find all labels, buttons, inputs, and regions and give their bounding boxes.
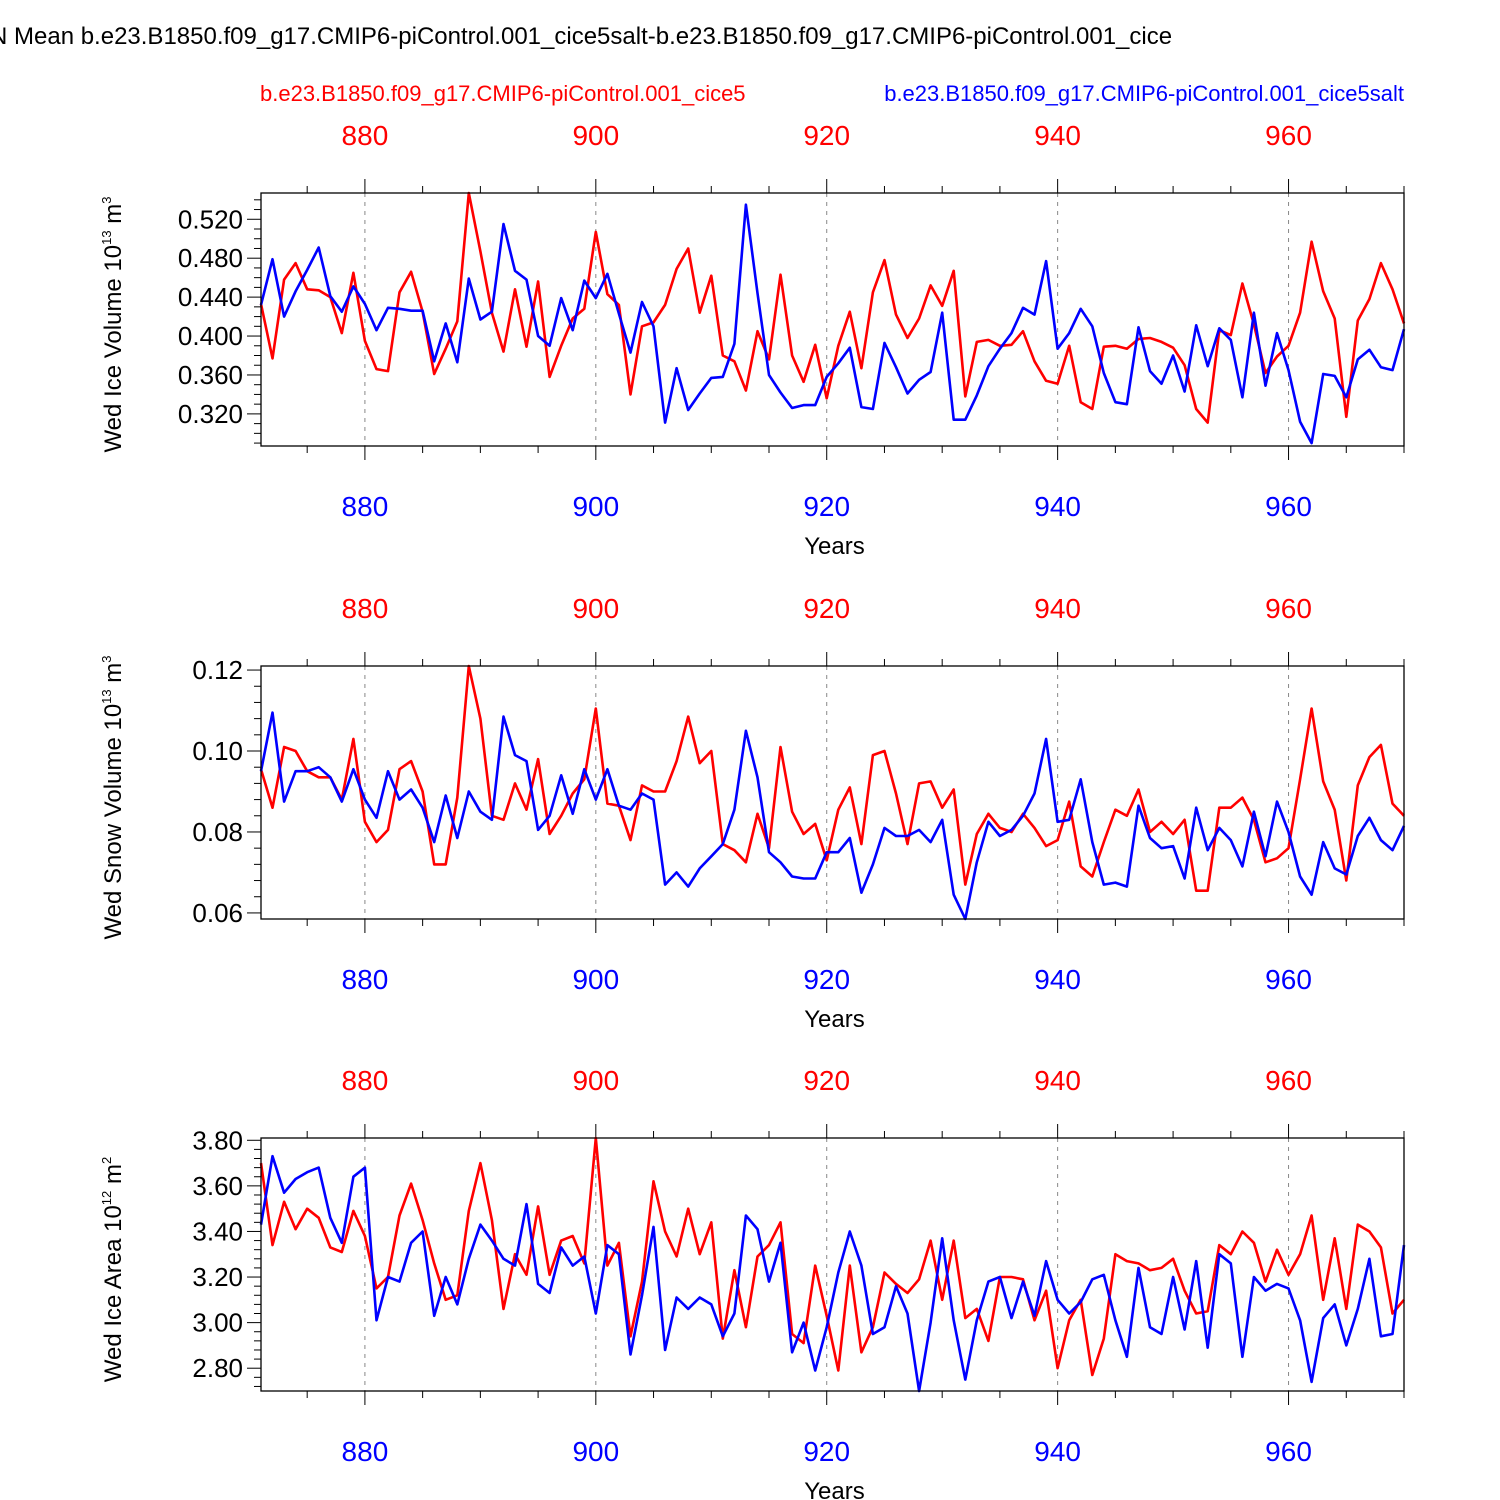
y-tick-label: 0.06: [192, 898, 243, 928]
x-tick-label-bottom: 900: [572, 1436, 619, 1467]
y-tick-label: 0.08: [192, 817, 243, 847]
y-tick-label: 3.00: [192, 1308, 243, 1338]
y-tick-label: 0.360: [178, 360, 243, 390]
x-tick-label-top: 940: [1034, 1065, 1081, 1096]
x-tick-label-bottom: 920: [803, 964, 850, 995]
x-tick-label-top: 880: [342, 593, 389, 624]
series-line-red: [259, 664, 1405, 893]
x-tick-label-top: 920: [803, 593, 850, 624]
y-axis-label: Wed Ice Area 1012 m2: [99, 1157, 127, 1382]
x-tick-label-bottom: 940: [1034, 491, 1081, 522]
x-tick-label-bottom: 940: [1034, 964, 1081, 995]
legend-blue-case: b.e23.B1850.f09_g17.CMIP6-piControl.001_…: [884, 81, 1404, 106]
y-axis-label: Wed Snow Volume 1013 m3: [99, 655, 127, 939]
chart-panel-1: 0.320 0.360 0.400 0.440 0.480 0.520 880 880 900 9…: [99, 120, 1406, 560]
x-tick-label-bottom: 880: [342, 1436, 389, 1467]
x-tick-label-top: 900: [572, 593, 619, 624]
plot-frame: [260, 192, 1405, 447]
y-tick-label: 0.12: [192, 655, 243, 685]
y-tick-label: 3.20: [192, 1262, 243, 1292]
series-line-blue: [259, 1154, 1406, 1393]
x-tick-label-top: 880: [342, 120, 389, 151]
plot-frame: [260, 665, 1405, 920]
x-tick-label-bottom: 880: [342, 964, 389, 995]
x-tick-label-bottom: 880: [342, 491, 389, 522]
y-tick-label: 2.80: [192, 1353, 243, 1383]
plot-frame: [260, 1137, 1405, 1392]
x-tick-label-bottom: 940: [1034, 1436, 1081, 1467]
x-tick-label-bottom: 920: [803, 1436, 850, 1467]
y-tick-label: 0.10: [192, 736, 243, 766]
x-tick-label-bottom: 920: [803, 491, 850, 522]
y-tick-label: 3.80: [192, 1125, 243, 1155]
y-tick-label: 3.40: [192, 1216, 243, 1246]
x-tick-label-top: 900: [572, 1065, 619, 1096]
panels: 0.320 0.360 0.400 0.440 0.480 0.520 880 880 900 9…: [99, 120, 1406, 1500]
series-line-red: [259, 191, 1406, 424]
x-axis-label: Years: [804, 1006, 865, 1033]
x-tick-label-top: 900: [572, 120, 619, 151]
x-tick-label-bottom: 900: [572, 964, 619, 995]
x-tick-label-top: 940: [1034, 593, 1081, 624]
x-tick-label-bottom: 960: [1265, 964, 1312, 995]
series-line-blue: [259, 203, 1406, 445]
x-tick-label-top: 940: [1034, 120, 1081, 151]
x-tick-label-top: 960: [1265, 593, 1312, 624]
y-tick-label: 3.60: [192, 1171, 243, 1201]
x-axis-label: Years: [804, 1478, 865, 1500]
x-axis-label: Years: [804, 533, 865, 560]
chart-panel-2: 0.06 0.08 0.10 0.12 880 880 900 900 920 920 940 940…: [99, 593, 1406, 1033]
legend-red-case: b.e23.B1850.f09_g17.CMIP6-piControl.001_…: [260, 81, 746, 106]
x-tick-label-top: 880: [342, 1065, 389, 1096]
series-line-red: [259, 1136, 1405, 1377]
x-tick-label-top: 920: [803, 1065, 850, 1096]
x-tick-label-top: 960: [1265, 1065, 1312, 1096]
y-tick-label: 0.400: [178, 321, 243, 351]
y-tick-label: 0.480: [178, 243, 243, 273]
x-tick-label-bottom: 900: [572, 491, 619, 522]
chart-panel-3: 2.80 3.00 3.20 3.40 3.60 3.80 880 880 900 900 920 9…: [99, 1065, 1406, 1500]
y-axis-label: Wed Ice Volume 1013 m3: [99, 196, 127, 452]
y-tick-label: 0.520: [178, 204, 243, 234]
x-tick-label-top: 920: [803, 120, 850, 151]
x-tick-label-bottom: 960: [1265, 491, 1312, 522]
y-tick-label: 0.320: [178, 399, 243, 429]
y-tick-label: 0.440: [178, 282, 243, 312]
figure-title: N Mean b.e23.B1850.f09_g17.CMIP6-piContr…: [0, 23, 1172, 50]
x-tick-label-top: 960: [1265, 120, 1312, 151]
x-tick-label-bottom: 960: [1265, 1436, 1312, 1467]
series-line-blue: [259, 711, 1406, 921]
